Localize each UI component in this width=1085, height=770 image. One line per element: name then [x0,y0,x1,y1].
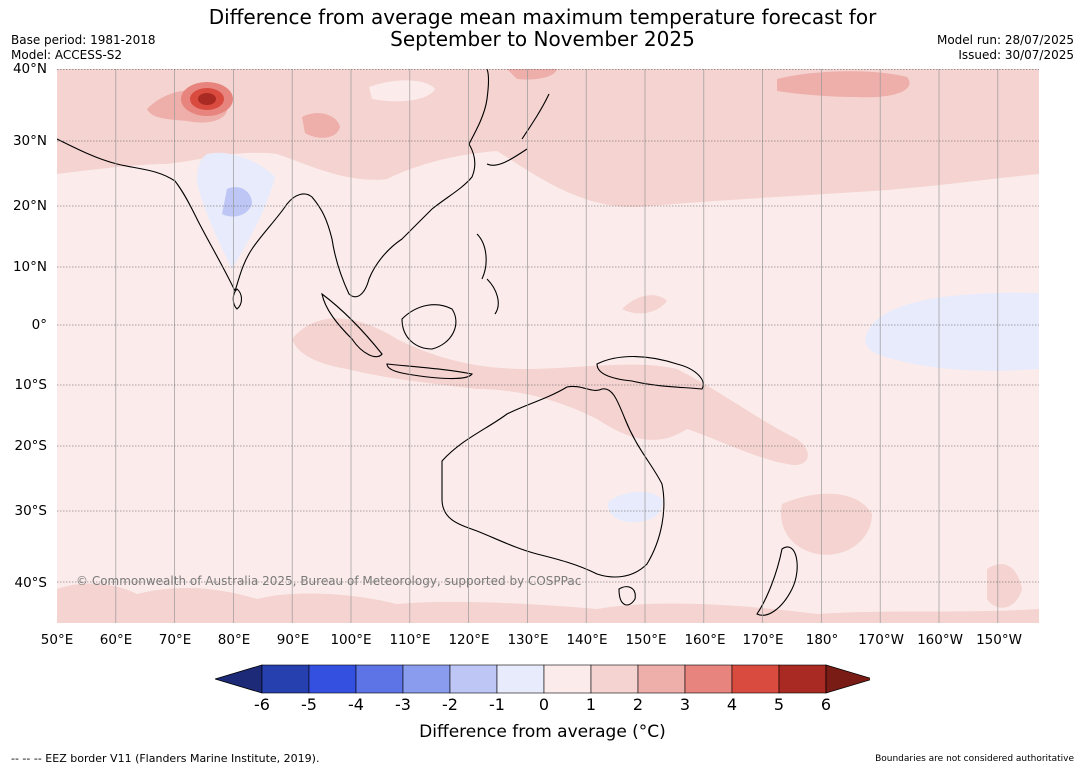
anomaly-region-siberia [507,69,557,80]
colorbar-tick-label: -2 [442,695,458,714]
lon-label: 120°E [448,632,490,648]
colorbar-label: Difference from average (°C) [419,722,666,742]
lon-label: 80°E [217,632,251,648]
model-run: Model run: 28/07/2025 [936,33,1074,47]
colorbar-segment [590,664,639,694]
lon-label: 100°E [330,632,372,648]
colorbar-segment [684,664,733,694]
lon-label: 150°E [625,632,667,648]
forecast-map [57,69,1039,623]
colorbar-tick-label: -5 [301,695,317,714]
colorbar-tick-label: -6 [254,695,270,714]
colorbar-arrow-high [825,664,870,694]
colorbar-tick-label: -4 [348,695,364,714]
colorbar-arrow-low [215,664,263,694]
base-period: Base period: 1981-2018 [11,33,156,47]
colorbar-segment [355,664,404,694]
eez-legend: -- -- -- EEZ border V11 (Flanders Marine… [11,752,320,765]
lon-label: 50°E [40,632,74,648]
colorbar-tick-label: 2 [632,695,644,714]
lon-label: 170°W [858,632,904,648]
anomaly-region-maritime-continent [292,318,808,465]
lat-label: 30°N [12,133,47,149]
colorbar-segment [308,664,357,694]
lon-label: 170°E [742,632,784,648]
lon-label: 70°E [158,632,192,648]
lon-label: 60°E [99,632,133,648]
colorbar-tick-label: 1 [585,695,597,714]
lat-label: 40°S [14,575,48,591]
colorbar-tick-label: 0 [538,695,550,714]
anomaly-region-pacific-north [777,71,910,98]
lat-label: 20°S [14,438,48,454]
lat-label: 0° [31,317,47,333]
anomaly-region-tibet [302,113,340,138]
colorbar-tick-label: 6 [820,695,832,714]
lon-label: 140°E [566,632,608,648]
anomaly-region-south [57,583,1039,623]
metadata-right: Model run: 28/07/2025 Issued: 30/07/2025 [937,33,1074,63]
lon-label: 180° [805,632,839,648]
anomaly-region-china-pale [369,80,435,102]
copyright-notice: © Commonwealth of Australia 2025, Bureau… [76,574,582,588]
colorbar [215,664,870,694]
lon-label: 90°E [276,632,310,648]
metadata-left: Base period: 1981-2018 Model: ACCESS-S2 [11,33,156,63]
anomaly-region-tasman [781,493,872,555]
colorbar-segment [496,664,545,694]
colorbar-segment [449,664,498,694]
title-line-1: Difference from average mean maximum tem… [208,5,877,29]
anomaly-region-india-cool [222,187,252,217]
anomaly-region-east-australia [607,491,663,523]
lon-label: 160°W [917,632,963,648]
colorbar-tick-label: -1 [489,695,505,714]
meridian-lines [115,69,999,623]
lat-label: 20°N [12,198,47,214]
lat-label: 10°N [12,259,47,275]
colorbar-tick-label: 5 [773,695,785,714]
coastlines [57,69,798,616]
lon-label: 150°W [976,632,1022,648]
colorbar-tick-label: 4 [726,695,738,714]
colorbar-segment [778,664,827,694]
lat-label: 10°S [14,377,48,393]
lon-label: 110°E [389,632,431,648]
map-title: Difference from average mean maximum tem… [0,6,1085,50]
lon-label: 130°E [507,632,549,648]
model-name: Model: ACCESS-S2 [11,48,123,62]
lat-label: 30°S [14,503,48,519]
anomaly-region-southeast [987,564,1022,608]
colorbar-tick-label: 3 [679,695,691,714]
anomaly-region-equator-patch [622,295,667,314]
anomaly-region-north [57,69,1039,208]
title-line-2: September to November 2025 [390,27,695,51]
colorbar-segment [637,664,686,694]
hotspot-core [198,93,216,105]
colorbar-segment [402,664,451,694]
boundary-disclaimer: Boundaries are not considered authoritat… [875,754,1074,764]
lon-label: 160°E [684,632,726,648]
colorbar-segment [731,664,780,694]
issued-date: Issued: 30/07/2025 [958,48,1074,62]
anomaly-region-central-pacific [865,292,1039,371]
colorbar-segment [543,664,592,694]
lat-label: 40°N [12,61,47,77]
colorbar-segment [261,664,310,694]
colorbar-tick-label: -3 [395,695,411,714]
